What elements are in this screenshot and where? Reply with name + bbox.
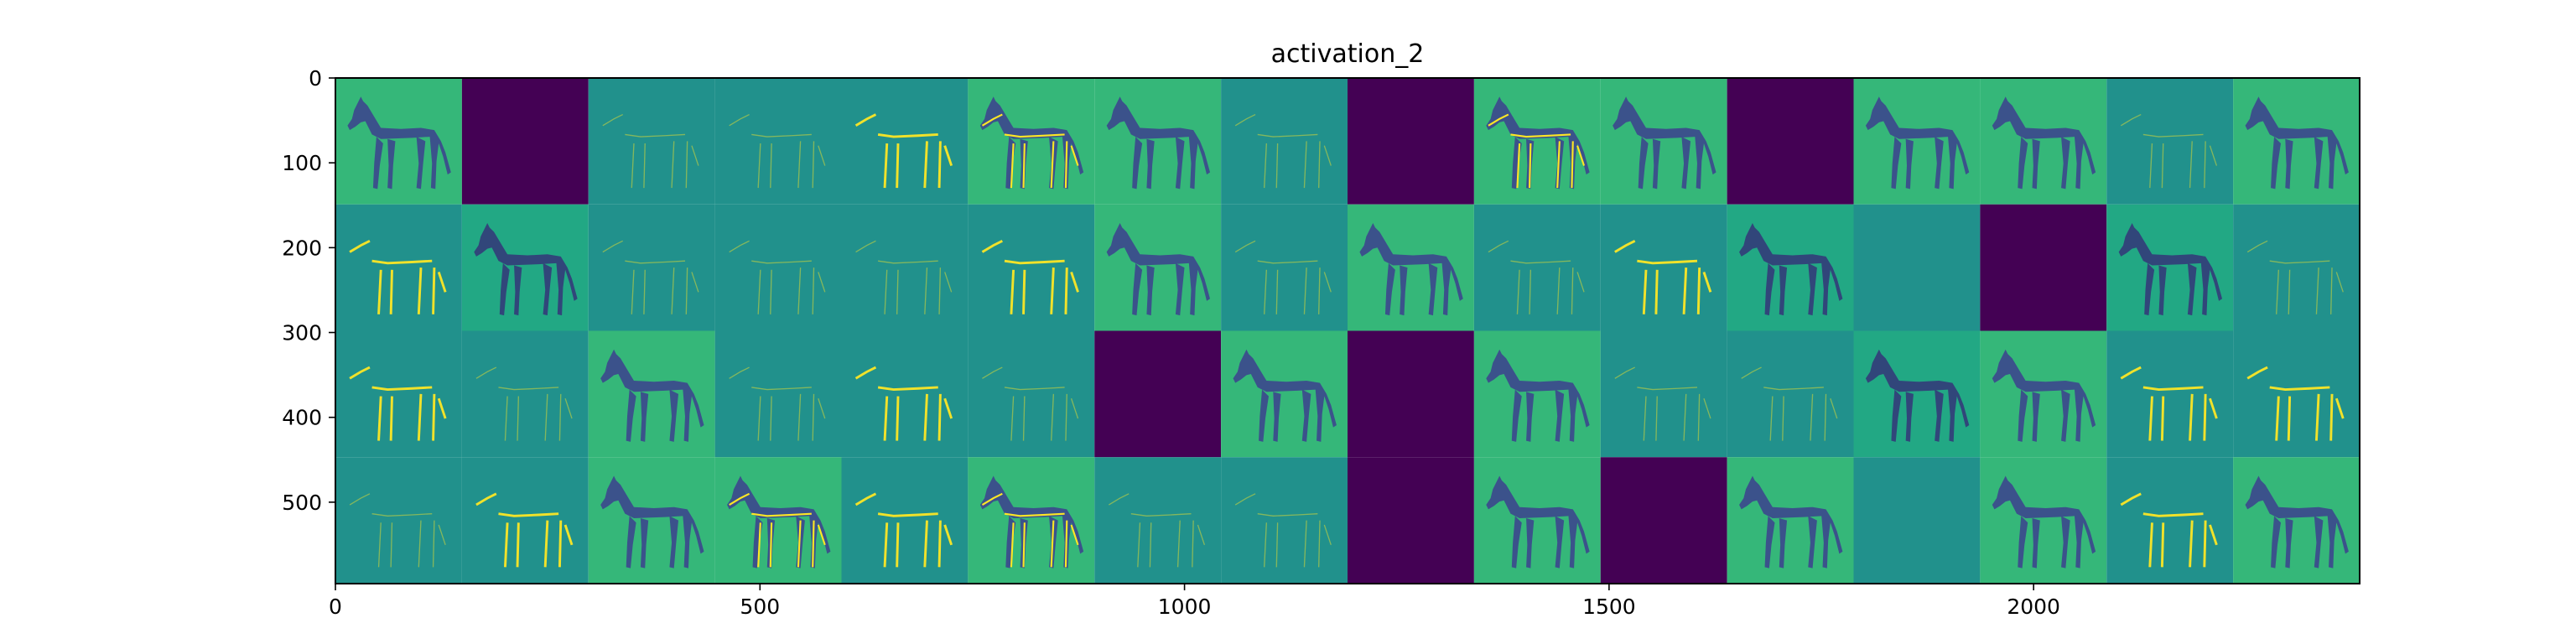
activation-tile (1221, 204, 1348, 331)
activation-tile (841, 330, 969, 458)
x-tick-label: 500 (740, 595, 780, 619)
activation-tile (2233, 78, 2360, 205)
activation-tile (1094, 204, 1222, 331)
activation-tile (714, 330, 842, 458)
x-tick-label: 2000 (2007, 595, 2060, 619)
activation-tile (335, 457, 462, 584)
y-tick-label: 300 (282, 321, 322, 345)
activation-tile (1473, 330, 1601, 458)
x-axis: 0 500 1000 1500 2000 (329, 584, 2060, 619)
activation-tile (968, 204, 1095, 331)
activation-tile (2233, 457, 2360, 584)
activation-tile (588, 78, 715, 205)
activation-tile (461, 330, 589, 458)
activation-tile (968, 457, 1095, 584)
axes-frame (335, 77, 2360, 584)
activation-tile (588, 330, 715, 458)
activation-tile (1853, 330, 1981, 458)
activation-tile (1853, 78, 1981, 205)
activation-tile (841, 204, 969, 331)
activation-tile (1853, 457, 1981, 584)
activation-tile (968, 78, 1095, 205)
activation-tile (588, 457, 715, 584)
activation-tile (2106, 78, 2234, 205)
activation-tile (1094, 330, 1222, 458)
activation-tile (335, 78, 462, 205)
activation-tile (2233, 330, 2360, 458)
activation-tile (714, 78, 842, 205)
activation-tile (461, 204, 589, 331)
activation-tile (2233, 204, 2360, 331)
activation-tile (841, 457, 969, 584)
activation-tile (335, 330, 462, 458)
y-tick-label: 500 (282, 491, 322, 515)
activation-tile (2106, 204, 2234, 331)
activation-tile (1853, 204, 1981, 331)
activation-tile (1727, 204, 1854, 331)
x-tick-label: 1000 (1158, 595, 1212, 619)
activation-tile (1600, 330, 1727, 458)
activation-tile (1600, 78, 1727, 205)
activation-tile (1980, 204, 2107, 331)
activation-tile (1727, 457, 1854, 584)
activation-tile (1348, 78, 1474, 205)
y-tick-label: 0 (309, 66, 322, 91)
activation-tile (1980, 78, 2107, 205)
y-tick-label: 100 (282, 151, 322, 175)
chart-title: activation_2 (1271, 39, 1425, 69)
activation-tile (1221, 330, 1348, 458)
activation-tile (1980, 330, 2107, 458)
activation-tile (1600, 204, 1727, 331)
activation-tile (1221, 78, 1348, 205)
y-tick-label: 200 (282, 236, 322, 260)
activation-tile (461, 78, 589, 205)
activation-tile (335, 204, 462, 331)
activation-tile (714, 204, 842, 331)
activation-tile (1094, 457, 1222, 584)
activation-tile (1727, 330, 1854, 458)
y-tick-label: 400 (282, 406, 322, 430)
activation-tile (1348, 330, 1474, 458)
activation-tile (2106, 330, 2234, 458)
activation-tile (1600, 457, 1727, 584)
activation-tile (841, 78, 969, 205)
activation-tile (1473, 204, 1601, 331)
activation-tile (461, 457, 589, 584)
activation-tile (1094, 78, 1222, 205)
activation-tiles (335, 78, 2360, 584)
activation-tile (1221, 457, 1348, 584)
activation-tile (1727, 78, 1854, 205)
activation-tile (588, 204, 715, 331)
x-tick-label: 1500 (1582, 595, 1636, 619)
activation-tile (714, 457, 842, 584)
activation-tile (1473, 78, 1601, 205)
activation-tile (1473, 457, 1601, 584)
x-tick-label: 0 (329, 595, 342, 619)
activation-tile (1980, 457, 2107, 584)
activation-tile (1348, 457, 1474, 584)
activation-tile (1348, 204, 1474, 331)
activation-tile (968, 330, 1095, 458)
y-axis: 0 100 200 300 400 500 (282, 66, 335, 515)
activation-tile (2106, 457, 2234, 584)
